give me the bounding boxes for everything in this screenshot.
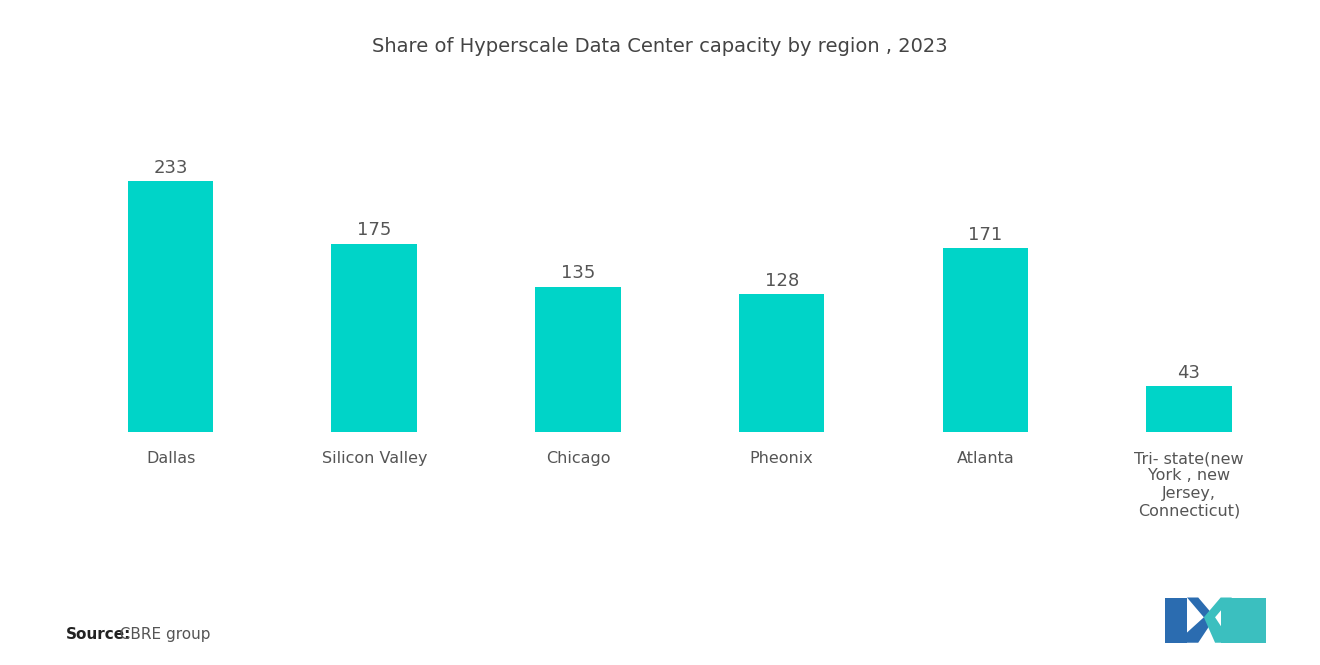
Text: 128: 128 (764, 272, 799, 290)
Text: CBRE group: CBRE group (110, 626, 210, 642)
Text: 233: 233 (153, 159, 187, 177)
Polygon shape (1176, 597, 1214, 642)
Text: Source:: Source: (66, 626, 132, 642)
Bar (739, 295, 825, 432)
Text: 171: 171 (968, 225, 1002, 243)
Polygon shape (1221, 597, 1266, 642)
Bar (942, 248, 1028, 432)
Text: 175: 175 (358, 221, 392, 239)
Polygon shape (1204, 597, 1232, 642)
Bar (331, 243, 417, 432)
Text: 43: 43 (1177, 364, 1200, 382)
Text: 135: 135 (561, 265, 595, 283)
Polygon shape (1164, 597, 1187, 642)
Text: Share of Hyperscale Data Center capacity by region , 2023: Share of Hyperscale Data Center capacity… (372, 37, 948, 56)
Bar (1146, 386, 1232, 432)
Bar (128, 181, 214, 432)
Bar (535, 287, 620, 432)
